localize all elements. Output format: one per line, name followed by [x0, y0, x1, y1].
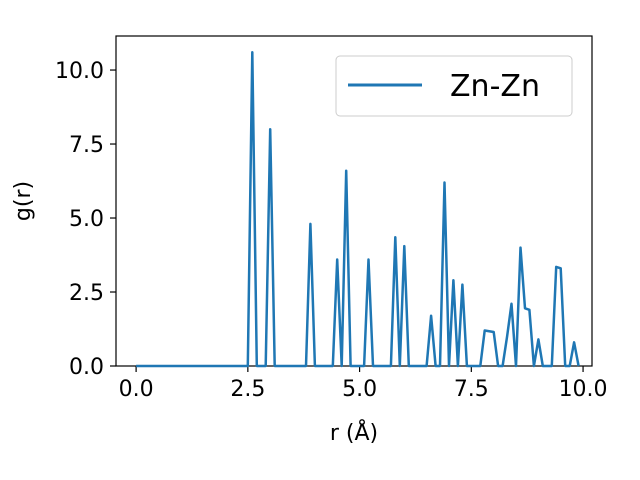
x-tick-label: 10.0: [559, 377, 608, 402]
y-axis-title: g(r): [11, 181, 36, 221]
y-tick-label: 5.0: [69, 207, 104, 232]
x-tick-label: 2.5: [230, 377, 265, 402]
x-tick-label: 0.0: [119, 377, 154, 402]
y-axis: 0.0 2.5 5.0 7.5 10.0: [55, 59, 116, 380]
legend-label-zn-zn: Zn-Zn: [450, 69, 540, 104]
x-axis-title: r (Å): [330, 419, 378, 446]
y-tick-label: 0.0: [69, 355, 104, 380]
y-tick-label: 2.5: [69, 281, 104, 306]
x-axis: 0.0 2.5 5.0 7.5 10.0: [119, 366, 608, 402]
legend: Zn-Zn: [335, 55, 573, 117]
series-layer: [136, 51, 580, 368]
y-tick-label: 7.5: [69, 133, 104, 158]
series-line-zn-zn: [136, 51, 580, 368]
x-tick-label: 5.0: [342, 377, 377, 402]
x-tick-label: 7.5: [454, 377, 489, 402]
y-tick-label: 10.0: [55, 59, 104, 84]
legend-box: [335, 55, 573, 117]
